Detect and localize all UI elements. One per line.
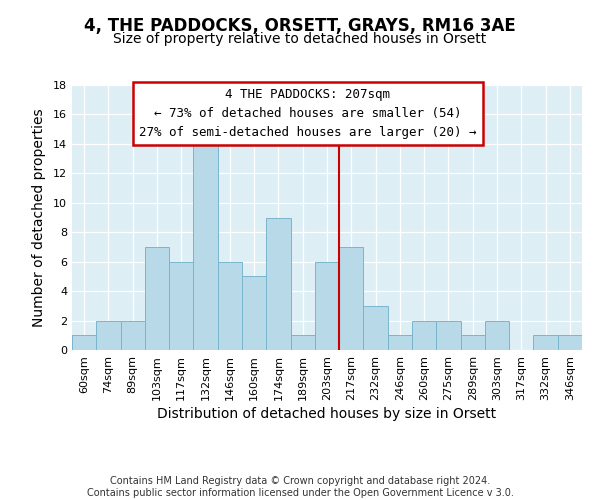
Bar <box>169 262 193 350</box>
Bar <box>315 262 339 350</box>
Bar <box>461 336 485 350</box>
X-axis label: Distribution of detached houses by size in Orsett: Distribution of detached houses by size … <box>157 407 497 421</box>
Bar <box>339 247 364 350</box>
Bar <box>533 336 558 350</box>
Bar <box>145 247 169 350</box>
Bar <box>558 336 582 350</box>
Text: 4 THE PADDOCKS: 207sqm
← 73% of detached houses are smaller (54)
27% of semi-det: 4 THE PADDOCKS: 207sqm ← 73% of detached… <box>139 88 476 139</box>
Text: Contains HM Land Registry data © Crown copyright and database right 2024.
Contai: Contains HM Land Registry data © Crown c… <box>86 476 514 498</box>
Bar <box>242 276 266 350</box>
Y-axis label: Number of detached properties: Number of detached properties <box>32 108 46 327</box>
Bar <box>436 320 461 350</box>
Bar <box>412 320 436 350</box>
Bar <box>290 336 315 350</box>
Bar <box>266 218 290 350</box>
Bar <box>72 336 96 350</box>
Bar <box>121 320 145 350</box>
Bar <box>364 306 388 350</box>
Bar <box>485 320 509 350</box>
Bar <box>388 336 412 350</box>
Bar <box>218 262 242 350</box>
Bar <box>96 320 121 350</box>
Text: 4, THE PADDOCKS, ORSETT, GRAYS, RM16 3AE: 4, THE PADDOCKS, ORSETT, GRAYS, RM16 3AE <box>84 18 516 36</box>
Bar <box>193 144 218 350</box>
Text: Size of property relative to detached houses in Orsett: Size of property relative to detached ho… <box>113 32 487 46</box>
